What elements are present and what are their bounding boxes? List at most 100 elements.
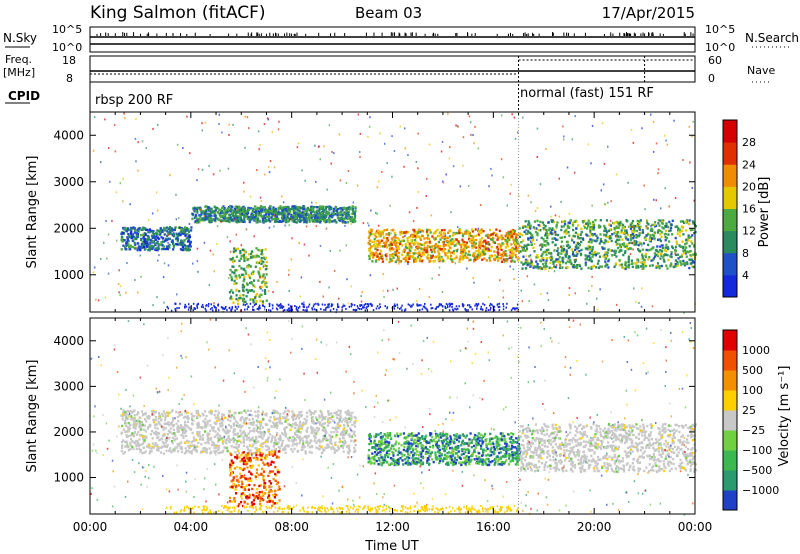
power-cell (152, 236, 155, 239)
power-near-range (465, 309, 468, 312)
power-cell (635, 234, 638, 237)
power-cell (466, 232, 469, 235)
power-cell (340, 210, 343, 213)
power-scatter (95, 298, 97, 301)
power-near-range (386, 306, 389, 309)
power-scatter (300, 276, 303, 279)
power-scatter (344, 224, 346, 227)
power-cell (594, 254, 597, 257)
power-near-range (343, 304, 346, 307)
velocity-cell (182, 435, 185, 438)
power-scatter (652, 120, 655, 123)
velocity-cell (332, 419, 335, 422)
power-scatter (626, 219, 629, 222)
power-cell (346, 207, 349, 210)
power-cell (590, 267, 593, 270)
power-cell (392, 241, 395, 244)
power-near-range (345, 308, 347, 310)
power-cell (317, 206, 320, 209)
velocity-cell (257, 440, 260, 443)
power-cell (208, 214, 211, 217)
power-cell (684, 220, 687, 223)
power-cell (392, 248, 395, 251)
power-colorbar-tick: 12 (742, 225, 756, 238)
power-cell (414, 248, 417, 252)
power-cell (299, 206, 302, 209)
velocity-cell (333, 451, 336, 455)
power-cell (667, 226, 670, 229)
power-near-range (372, 309, 375, 312)
power-scatter (536, 156, 538, 158)
power-scatter (499, 279, 501, 282)
power-near-range (279, 303, 282, 306)
power-cell (369, 231, 372, 235)
power-cell (330, 215, 333, 218)
power-cell (691, 242, 694, 245)
power-cell (676, 264, 679, 267)
power-scatter (520, 289, 522, 292)
power-cell (573, 241, 576, 244)
power-near-range (217, 309, 220, 312)
power-near-range (363, 303, 366, 306)
power-cell (214, 209, 217, 212)
power-cell (625, 231, 629, 235)
velocity-cell (254, 441, 257, 444)
power-cell (203, 210, 206, 213)
power-cell (599, 233, 602, 236)
power-cell (603, 224, 606, 228)
power-cell (540, 248, 543, 251)
power-cell (462, 249, 465, 252)
power-near-range (291, 308, 293, 311)
velocity-cell (209, 429, 212, 433)
power-colorbar-segment (723, 252, 737, 276)
power-cell (624, 229, 627, 232)
power-near-range (407, 303, 410, 306)
power-cell (178, 243, 181, 246)
power-cell (332, 207, 336, 211)
velocity-cell (354, 420, 357, 423)
power-cell (136, 249, 139, 252)
power-cell (553, 237, 556, 240)
power-cell (685, 250, 688, 253)
power-cell (156, 236, 159, 239)
power-cell (248, 253, 251, 256)
power-near-range (449, 305, 451, 308)
power-scatter (393, 150, 396, 152)
power-cell (149, 239, 152, 242)
power-cell (477, 233, 480, 236)
velocity-cell (326, 424, 329, 427)
power-cell (324, 218, 327, 221)
power-cell (556, 238, 559, 242)
power-scatter (124, 117, 126, 120)
power-cell (638, 233, 641, 237)
power-cell (563, 248, 566, 251)
power-cell (515, 246, 518, 249)
power-scatter (445, 173, 447, 176)
power-near-range (174, 308, 177, 311)
power-cell (661, 231, 664, 234)
velocity-cell (236, 421, 239, 425)
power-cell (559, 236, 562, 240)
power-cell (670, 251, 673, 254)
power-cell (258, 207, 261, 210)
power-cell (449, 239, 452, 242)
power-cell (237, 215, 240, 218)
power-cell (682, 233, 685, 236)
power-scatter (261, 289, 264, 292)
power-cell (472, 241, 475, 244)
velocity-cell (277, 417, 280, 420)
power-scatter (404, 147, 406, 150)
power-near-range (258, 307, 260, 310)
power-cell (374, 247, 377, 251)
power-cell (214, 214, 218, 217)
power-cell (311, 207, 314, 210)
power-near-range (498, 305, 501, 308)
power-cell (255, 247, 258, 250)
power-cell (474, 234, 477, 237)
power-cell (420, 247, 423, 250)
power-scatter (571, 237, 573, 240)
power-cell (148, 231, 151, 234)
power-cell (394, 260, 397, 264)
power-cell (251, 272, 254, 276)
